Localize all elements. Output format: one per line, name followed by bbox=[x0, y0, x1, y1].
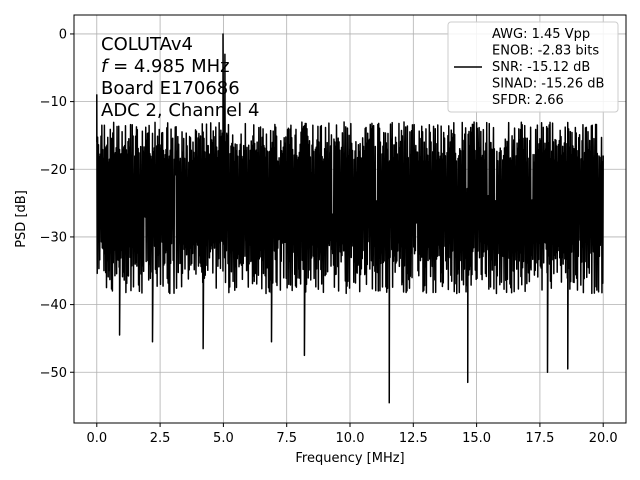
x-tick-label: 0.0 bbox=[86, 431, 107, 446]
legend-entry-line: ENOB: -2.83 bits bbox=[492, 44, 599, 59]
legend-entry-line: SNR: -15.12 dB bbox=[492, 60, 590, 75]
x-tick-label: 17.5 bbox=[525, 431, 554, 446]
y-tick-label: −40 bbox=[40, 298, 67, 313]
y-tick-label: 0 bbox=[59, 27, 67, 42]
x-tick-label: 12.5 bbox=[399, 431, 428, 446]
x-axis-label: Frequency [MHz] bbox=[295, 451, 404, 466]
psd-series-line bbox=[96, 33, 604, 404]
x-tick-label: 20.0 bbox=[589, 431, 618, 446]
y-tick-label: −50 bbox=[40, 366, 67, 381]
x-tick-label: 10.0 bbox=[336, 431, 365, 446]
ticks: 0.0 2.5 5.0 7.5 10.0 12.5 15.0 17.5 20.0 0 −10 −20 −… bbox=[40, 27, 618, 446]
x-tick-label: 2.5 bbox=[150, 431, 171, 446]
legend-entry-line: AWG: 1.45 Vpp bbox=[492, 27, 590, 42]
annotation-line: COLUTAv4 bbox=[101, 34, 193, 55]
annotation-line: ADC 2, Channel 4 bbox=[101, 100, 259, 121]
series-layer bbox=[96, 33, 604, 404]
x-tick-label: 5.0 bbox=[213, 431, 234, 446]
x-tick-label: 15.0 bbox=[462, 431, 491, 446]
annotation-line: Board E170686 bbox=[101, 78, 240, 99]
y-tick-label: −10 bbox=[40, 95, 67, 110]
y-axis-label: PSD [dB] bbox=[14, 190, 29, 248]
y-tick-label: −20 bbox=[40, 163, 67, 178]
x-tick-label: 7.5 bbox=[276, 431, 297, 446]
y-tick-label: −30 bbox=[40, 230, 67, 245]
legend-entry-line: SFDR: 2.66 bbox=[492, 93, 564, 108]
annotation-line: f = 4.985 MHz bbox=[101, 56, 230, 77]
legend-box bbox=[447, 21, 619, 113]
legend-entry-line: SINAD: -15.26 dB bbox=[492, 77, 604, 92]
